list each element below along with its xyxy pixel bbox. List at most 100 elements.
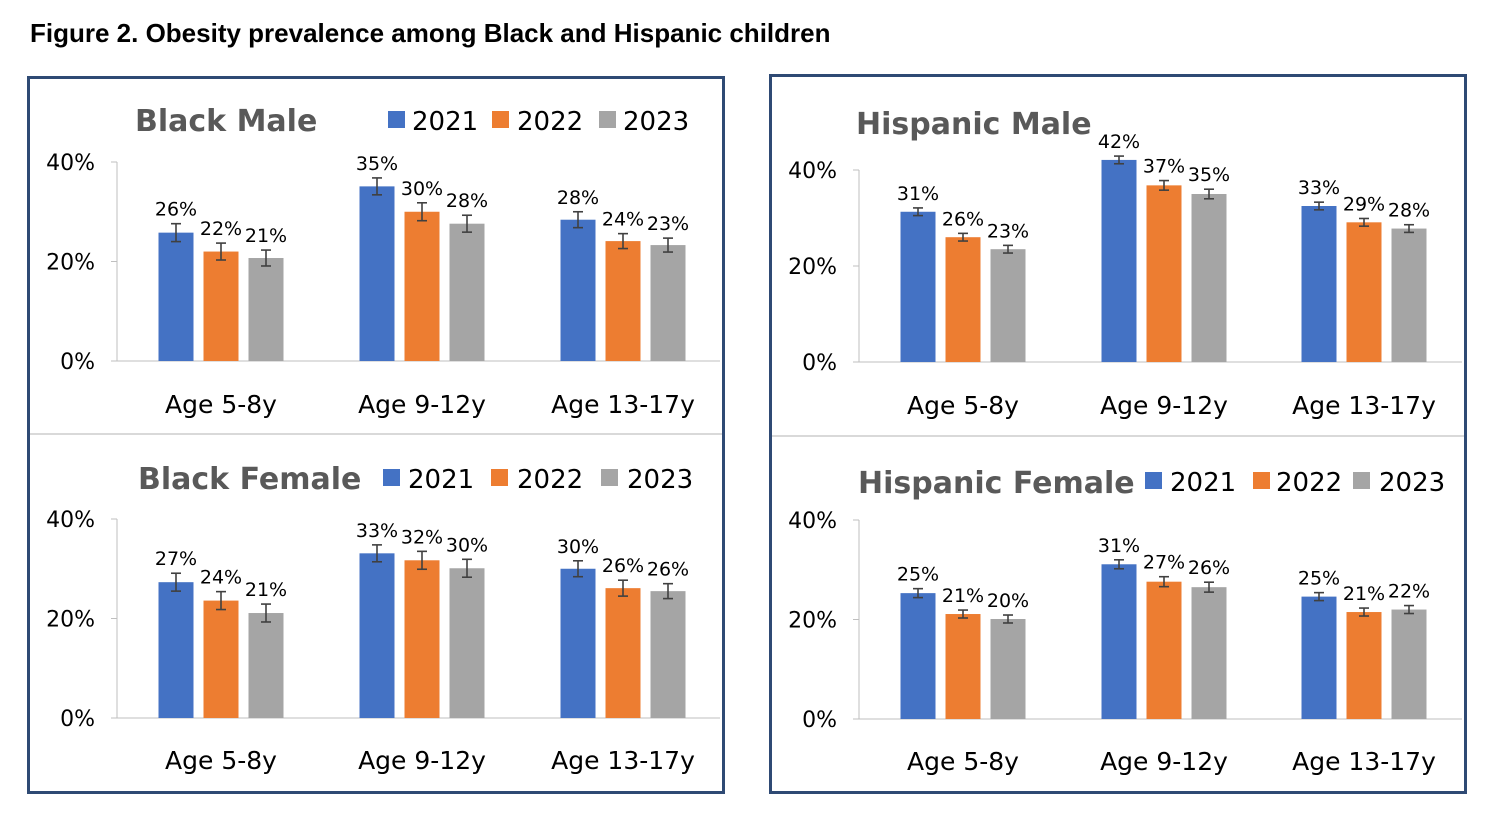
data-label: 35% — [356, 153, 398, 175]
y-tick-label: 0% — [60, 350, 95, 375]
data-label: 33% — [1298, 177, 1340, 199]
legend-swatch — [492, 111, 509, 128]
data-label: 27% — [155, 548, 197, 570]
legend-label: 2021 — [412, 107, 478, 137]
bar — [1301, 596, 1337, 719]
bar — [449, 568, 485, 718]
legend-swatch — [601, 469, 618, 486]
y-tick-label: 20% — [46, 608, 95, 633]
figure-title: Figure 2. Obesity prevalence among Black… — [30, 18, 831, 48]
data-label: 24% — [602, 209, 644, 231]
bar — [1346, 612, 1382, 719]
bar — [1391, 609, 1427, 719]
data-label: 20% — [987, 590, 1029, 612]
data-label: 24% — [200, 567, 242, 589]
y-tick-label: 40% — [46, 508, 95, 533]
legend-label: 2021 — [1170, 468, 1236, 498]
legend-swatch — [1253, 472, 1270, 489]
data-label: 27% — [1143, 552, 1185, 574]
bar — [359, 186, 395, 361]
data-label: 21% — [1343, 583, 1385, 605]
x-category-label: Age 13-17y — [1292, 747, 1436, 776]
data-label: 30% — [446, 534, 488, 556]
data-label: 28% — [446, 190, 488, 212]
bar — [158, 582, 194, 718]
chart-title: Hispanic Female — [858, 466, 1135, 501]
y-tick-label: 0% — [60, 707, 95, 732]
data-label: 33% — [356, 520, 398, 542]
bar — [1146, 581, 1182, 719]
y-tick-label: 0% — [802, 708, 837, 733]
data-label: 23% — [987, 220, 1029, 242]
panel-divider — [772, 435, 1464, 437]
data-label: 26% — [942, 208, 984, 230]
data-label: 32% — [401, 526, 443, 548]
bar — [1101, 159, 1137, 362]
data-label: 26% — [647, 559, 689, 581]
bar — [900, 593, 936, 719]
x-category-label: Age 5-8y — [907, 747, 1019, 776]
data-label: 35% — [1188, 164, 1230, 186]
data-label: 30% — [557, 536, 599, 558]
data-label: 42% — [1098, 131, 1140, 153]
chart-title: Hispanic Male — [856, 107, 1092, 142]
x-category-label: Age 13-17y — [551, 390, 695, 419]
bar — [990, 619, 1026, 719]
bar — [449, 223, 485, 361]
data-label: 26% — [155, 199, 197, 221]
bar — [1346, 222, 1382, 362]
bar — [650, 591, 686, 718]
bar — [1391, 228, 1427, 362]
legend-swatch — [491, 469, 508, 486]
bar — [605, 241, 641, 361]
bar — [560, 568, 596, 718]
chart-title: Black Male — [135, 104, 317, 139]
data-label: 22% — [1388, 581, 1430, 603]
y-tick-label: 20% — [788, 609, 837, 634]
bar — [1101, 564, 1137, 719]
data-label: 31% — [1098, 535, 1140, 557]
x-category-label: Age 13-17y — [551, 746, 695, 775]
bar — [1191, 587, 1227, 719]
legend-label: 2023 — [1379, 468, 1445, 498]
x-category-label: Age 9-12y — [358, 746, 486, 775]
legend-swatch — [1353, 472, 1370, 489]
bar — [158, 232, 194, 361]
x-category-label: Age 5-8y — [165, 390, 277, 419]
bar — [248, 258, 284, 361]
legend-label: 2023 — [623, 107, 689, 137]
y-tick-label: 40% — [788, 509, 837, 534]
x-category-label: Age 13-17y — [1292, 391, 1436, 420]
bar — [945, 237, 981, 362]
legend-label: 2022 — [1276, 468, 1342, 498]
x-category-label: Age 5-8y — [907, 391, 1019, 420]
data-label: 26% — [1188, 557, 1230, 579]
bar — [1146, 185, 1182, 362]
y-tick-label: 40% — [788, 159, 837, 184]
legend-label: 2022 — [517, 465, 583, 495]
data-label: 22% — [200, 218, 242, 240]
legend-swatch — [1145, 472, 1162, 489]
panel-divider — [30, 433, 722, 435]
bar — [900, 211, 936, 362]
legend-swatch — [383, 469, 400, 486]
bar — [650, 245, 686, 361]
bar — [1301, 206, 1337, 362]
bar — [404, 560, 440, 718]
data-label: 28% — [1388, 200, 1430, 222]
legend-label: 2022 — [517, 107, 583, 137]
data-label: 26% — [602, 555, 644, 577]
x-category-label: Age 9-12y — [1100, 747, 1228, 776]
bar — [203, 600, 239, 718]
data-label: 21% — [245, 225, 287, 247]
data-label: 25% — [1298, 568, 1340, 590]
y-tick-label: 20% — [46, 251, 95, 276]
data-label: 30% — [401, 178, 443, 200]
y-tick-label: 20% — [788, 255, 837, 280]
data-label: 28% — [557, 187, 599, 209]
data-label: 29% — [1343, 193, 1385, 215]
y-tick-label: 40% — [46, 151, 95, 176]
bar — [404, 211, 440, 361]
legend-label: 2021 — [408, 465, 474, 495]
